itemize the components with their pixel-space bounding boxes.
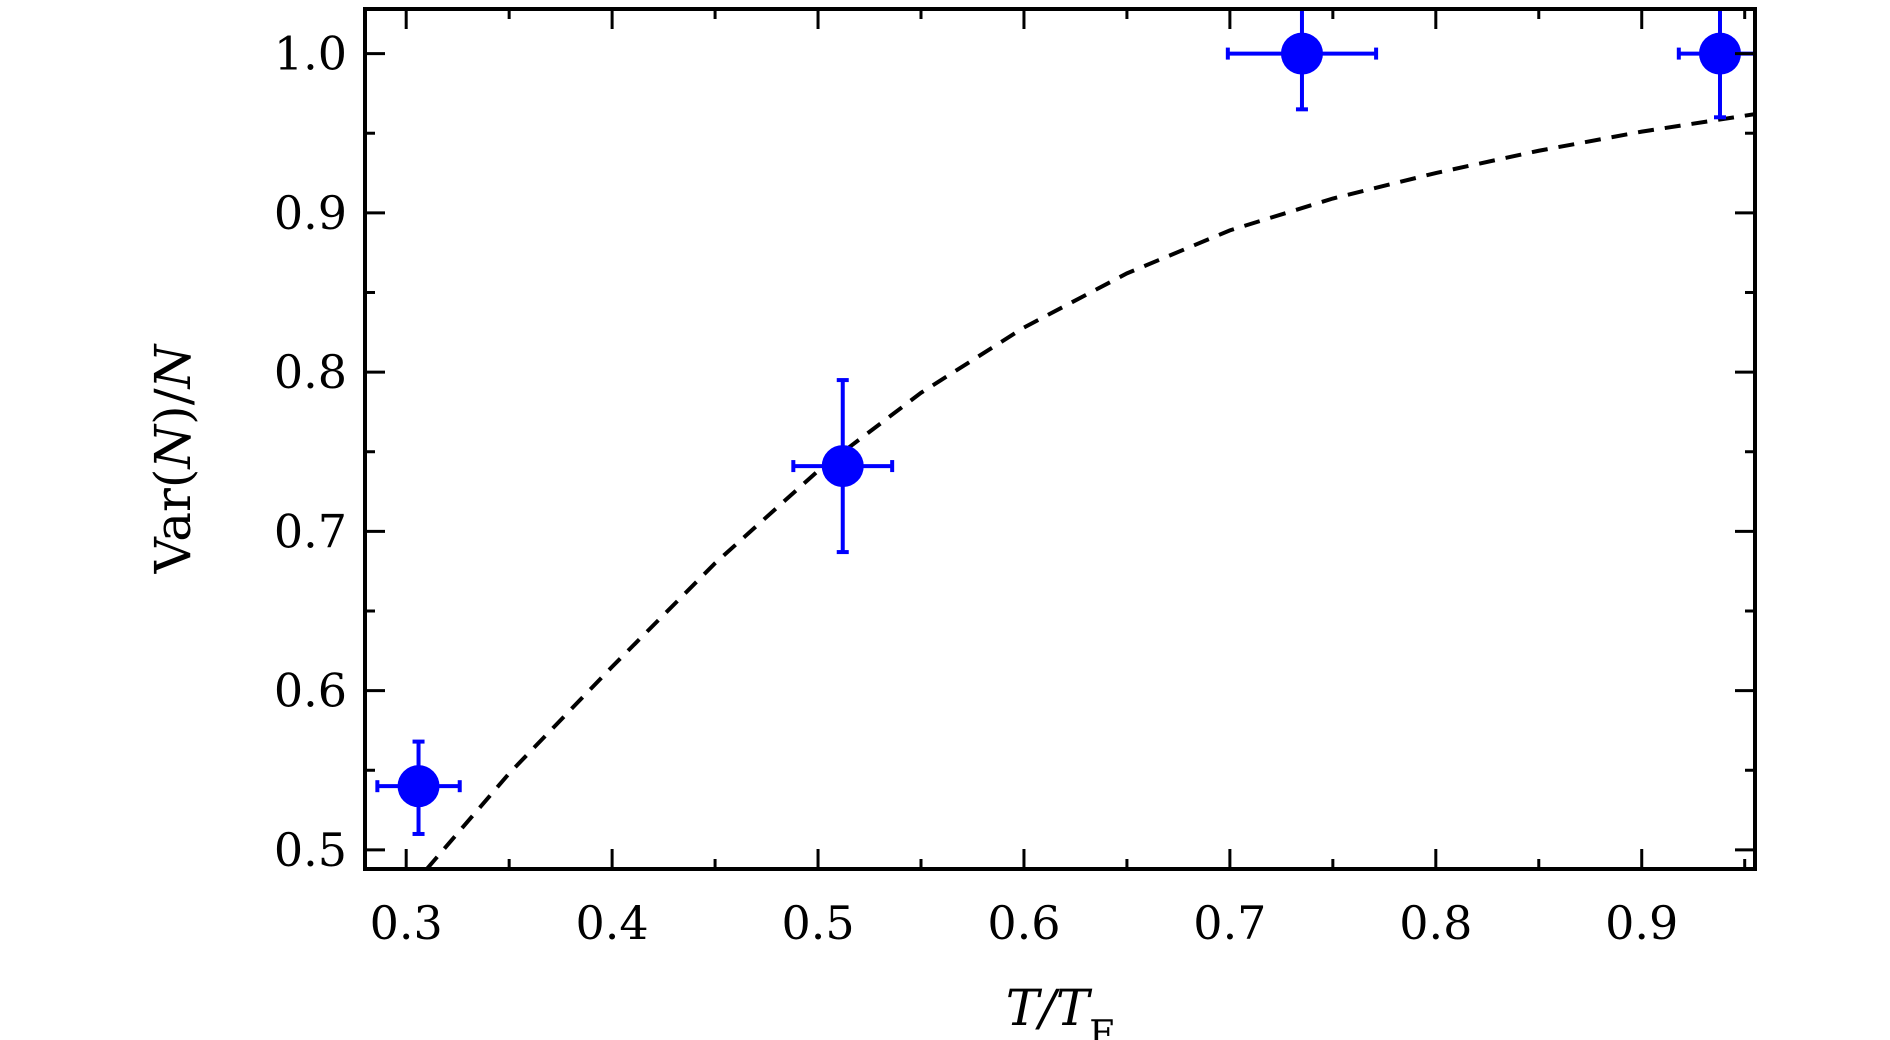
x-axis-label-main: T/T <box>1006 979 1093 1037</box>
y-axis-label-mid: )/ <box>144 388 202 425</box>
x-tick-label: 0.4 <box>576 896 649 950</box>
data-point-group <box>1225 9 1379 112</box>
axis-ticks: 0.3 0.4 0.5 0.6 0.7 0.8 0.9 0.5 0.6 0.7 0.8 0.9 1.0 <box>274 9 1755 950</box>
x-tick-label: 0.9 <box>1605 896 1678 950</box>
data-point <box>821 445 864 488</box>
x-tick-label: 0.3 <box>370 896 443 950</box>
data-point <box>1280 32 1323 75</box>
plot-area <box>375 9 1755 869</box>
y-axis-label-var2: N <box>144 342 202 389</box>
data-point-group <box>1676 9 1755 120</box>
x-tick-label: 0.7 <box>1193 896 1266 950</box>
y-axis-label-prefix: Var( <box>144 469 202 575</box>
y-axis-label: Var(N)/N <box>144 342 202 574</box>
plot-content <box>375 9 1755 869</box>
y-tick-label: 0.9 <box>274 186 347 240</box>
y-tick-label: 0.5 <box>274 823 347 877</box>
y-tick-label: 0.7 <box>274 504 347 558</box>
y-tick-label: 0.6 <box>274 664 347 718</box>
data-point <box>397 765 440 808</box>
x-axis-label-sub: F <box>1089 1014 1114 1040</box>
x-tick-label: 0.5 <box>781 896 854 950</box>
data-point-group <box>375 739 462 836</box>
x-tick-label: 0.8 <box>1399 896 1472 950</box>
model-curve <box>425 112 1755 869</box>
plot-frame <box>363 7 1757 871</box>
data-point <box>1698 32 1741 75</box>
y-tick-label: 0.8 <box>274 345 347 399</box>
data-point-group <box>791 378 895 555</box>
y-tick-label: 1.0 <box>274 27 347 81</box>
y-axis-label-var: N <box>144 423 202 470</box>
x-tick-label: 0.6 <box>987 896 1060 950</box>
x-axis-label: T/TF <box>1006 979 1115 1040</box>
